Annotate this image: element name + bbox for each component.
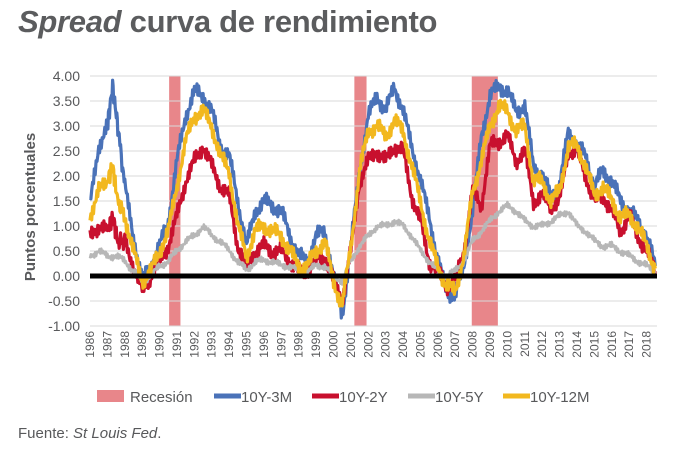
x-tick-label: 2010 xyxy=(500,331,514,358)
legend-label-10y-2y: 10Y-2Y xyxy=(339,389,388,406)
chart-title: Spread curva de rendimiento xyxy=(18,4,437,40)
series-line-10y-3m xyxy=(88,78,657,320)
x-tick-label: 2001 xyxy=(344,331,358,358)
y-axis-label: Puntos porcentuales xyxy=(22,133,39,281)
x-tick-label: 2009 xyxy=(483,331,497,358)
x-tick-label: 2004 xyxy=(396,331,410,358)
x-tick-label: 1989 xyxy=(135,331,149,358)
x-tick-label: 2015 xyxy=(587,331,601,358)
y-tick-label: 1.50 xyxy=(53,193,80,209)
x-tick-label: 2002 xyxy=(361,331,375,358)
x-tick-label: 2003 xyxy=(379,331,393,358)
series-line-10y-5y xyxy=(88,200,657,286)
x-tick-label: 2011 xyxy=(518,331,532,357)
x-tick-label: 2007 xyxy=(448,331,462,358)
legend-item-10y-2y: 10Y-2Y xyxy=(312,389,388,406)
x-tick-label: 1986 xyxy=(83,331,97,358)
series-line-10y-12m xyxy=(88,98,657,308)
x-tick-label: 1988 xyxy=(118,331,132,358)
y-tick-label: 2.50 xyxy=(53,143,80,159)
legend: Recesión 10Y-3M 10Y-2Y 10Y-5Y 10Y-12M xyxy=(97,389,590,406)
chart-title-italic: Spread xyxy=(18,4,122,39)
legend-label-recesion: Recesión xyxy=(130,389,193,406)
x-tick-label: 2006 xyxy=(431,331,445,358)
x-tick-labels: 1986 1987 1988 1989 1990 1991 1992 1993 1994 1995… xyxy=(83,331,654,358)
source-note: Fuente: St Louis Fed. xyxy=(18,425,161,442)
x-tick-label: 1995 xyxy=(240,331,254,358)
x-tick-label: 1993 xyxy=(205,331,219,358)
y-tick-label: 3.50 xyxy=(53,93,80,109)
x-tick-label: 2000 xyxy=(327,331,341,358)
legend-item-10y-3m: 10Y-3M xyxy=(214,389,292,406)
y-tick-label: 4.00 xyxy=(53,68,80,84)
x-tick-label: 1991 xyxy=(170,331,184,358)
legend-label-10y-3m: 10Y-3M xyxy=(241,389,292,406)
x-tick-label: 1987 xyxy=(100,331,114,358)
y-tick-label: 0.50 xyxy=(53,243,80,259)
x-tick-label: 1992 xyxy=(187,331,201,358)
x-tick-label: 1996 xyxy=(257,331,271,358)
legend-item-10y-5y: 10Y-5Y xyxy=(408,389,484,406)
legend-label-10y-12m: 10Y-12M xyxy=(530,389,590,406)
series-lines xyxy=(88,78,657,320)
y-tick-labels: -1.00 -0.50 0.00 0.50 1.00 1.50 2.00 2.50 3.00 3.… xyxy=(48,68,80,334)
y-tick-label: 0.00 xyxy=(53,268,80,284)
source-prefix: Fuente: xyxy=(18,425,69,442)
x-tick-label: 2013 xyxy=(553,331,567,358)
x-tick-label: 2017 xyxy=(622,331,636,358)
x-tick-label: 1998 xyxy=(292,331,306,358)
y-tick-label: 1.00 xyxy=(53,218,80,234)
x-tick-label: 2012 xyxy=(535,331,549,358)
x-tick-label: 1997 xyxy=(274,331,288,358)
x-tick-label: 1990 xyxy=(153,331,167,358)
y-tick-label: -1.00 xyxy=(48,318,80,334)
x-tick-label: 2016 xyxy=(605,331,619,358)
legend-item-recesion: Recesión xyxy=(97,389,193,406)
legend-label-10y-5y: 10Y-5Y xyxy=(435,389,484,406)
series-line-10y-2y xyxy=(88,129,657,306)
x-tick-label: 1994 xyxy=(222,331,236,358)
source-suffix: . xyxy=(157,425,162,442)
legend-swatch-recesion xyxy=(97,390,124,402)
y-tick-label: 3.00 xyxy=(53,118,80,134)
chart-title-rest: curva de rendimiento xyxy=(129,4,438,39)
source-name: St Louis Fed xyxy=(73,425,158,442)
y-tick-label: 2.00 xyxy=(53,168,80,184)
legend-item-10y-12m: 10Y-12M xyxy=(503,389,590,406)
x-tick-label: 2018 xyxy=(640,331,654,358)
x-tick-label: 1999 xyxy=(309,331,323,358)
x-tick-label: 2008 xyxy=(466,331,480,358)
x-tick-label: 2005 xyxy=(414,331,428,358)
y-tick-label: -0.50 xyxy=(48,293,80,309)
x-tick-label: 2014 xyxy=(570,331,584,358)
